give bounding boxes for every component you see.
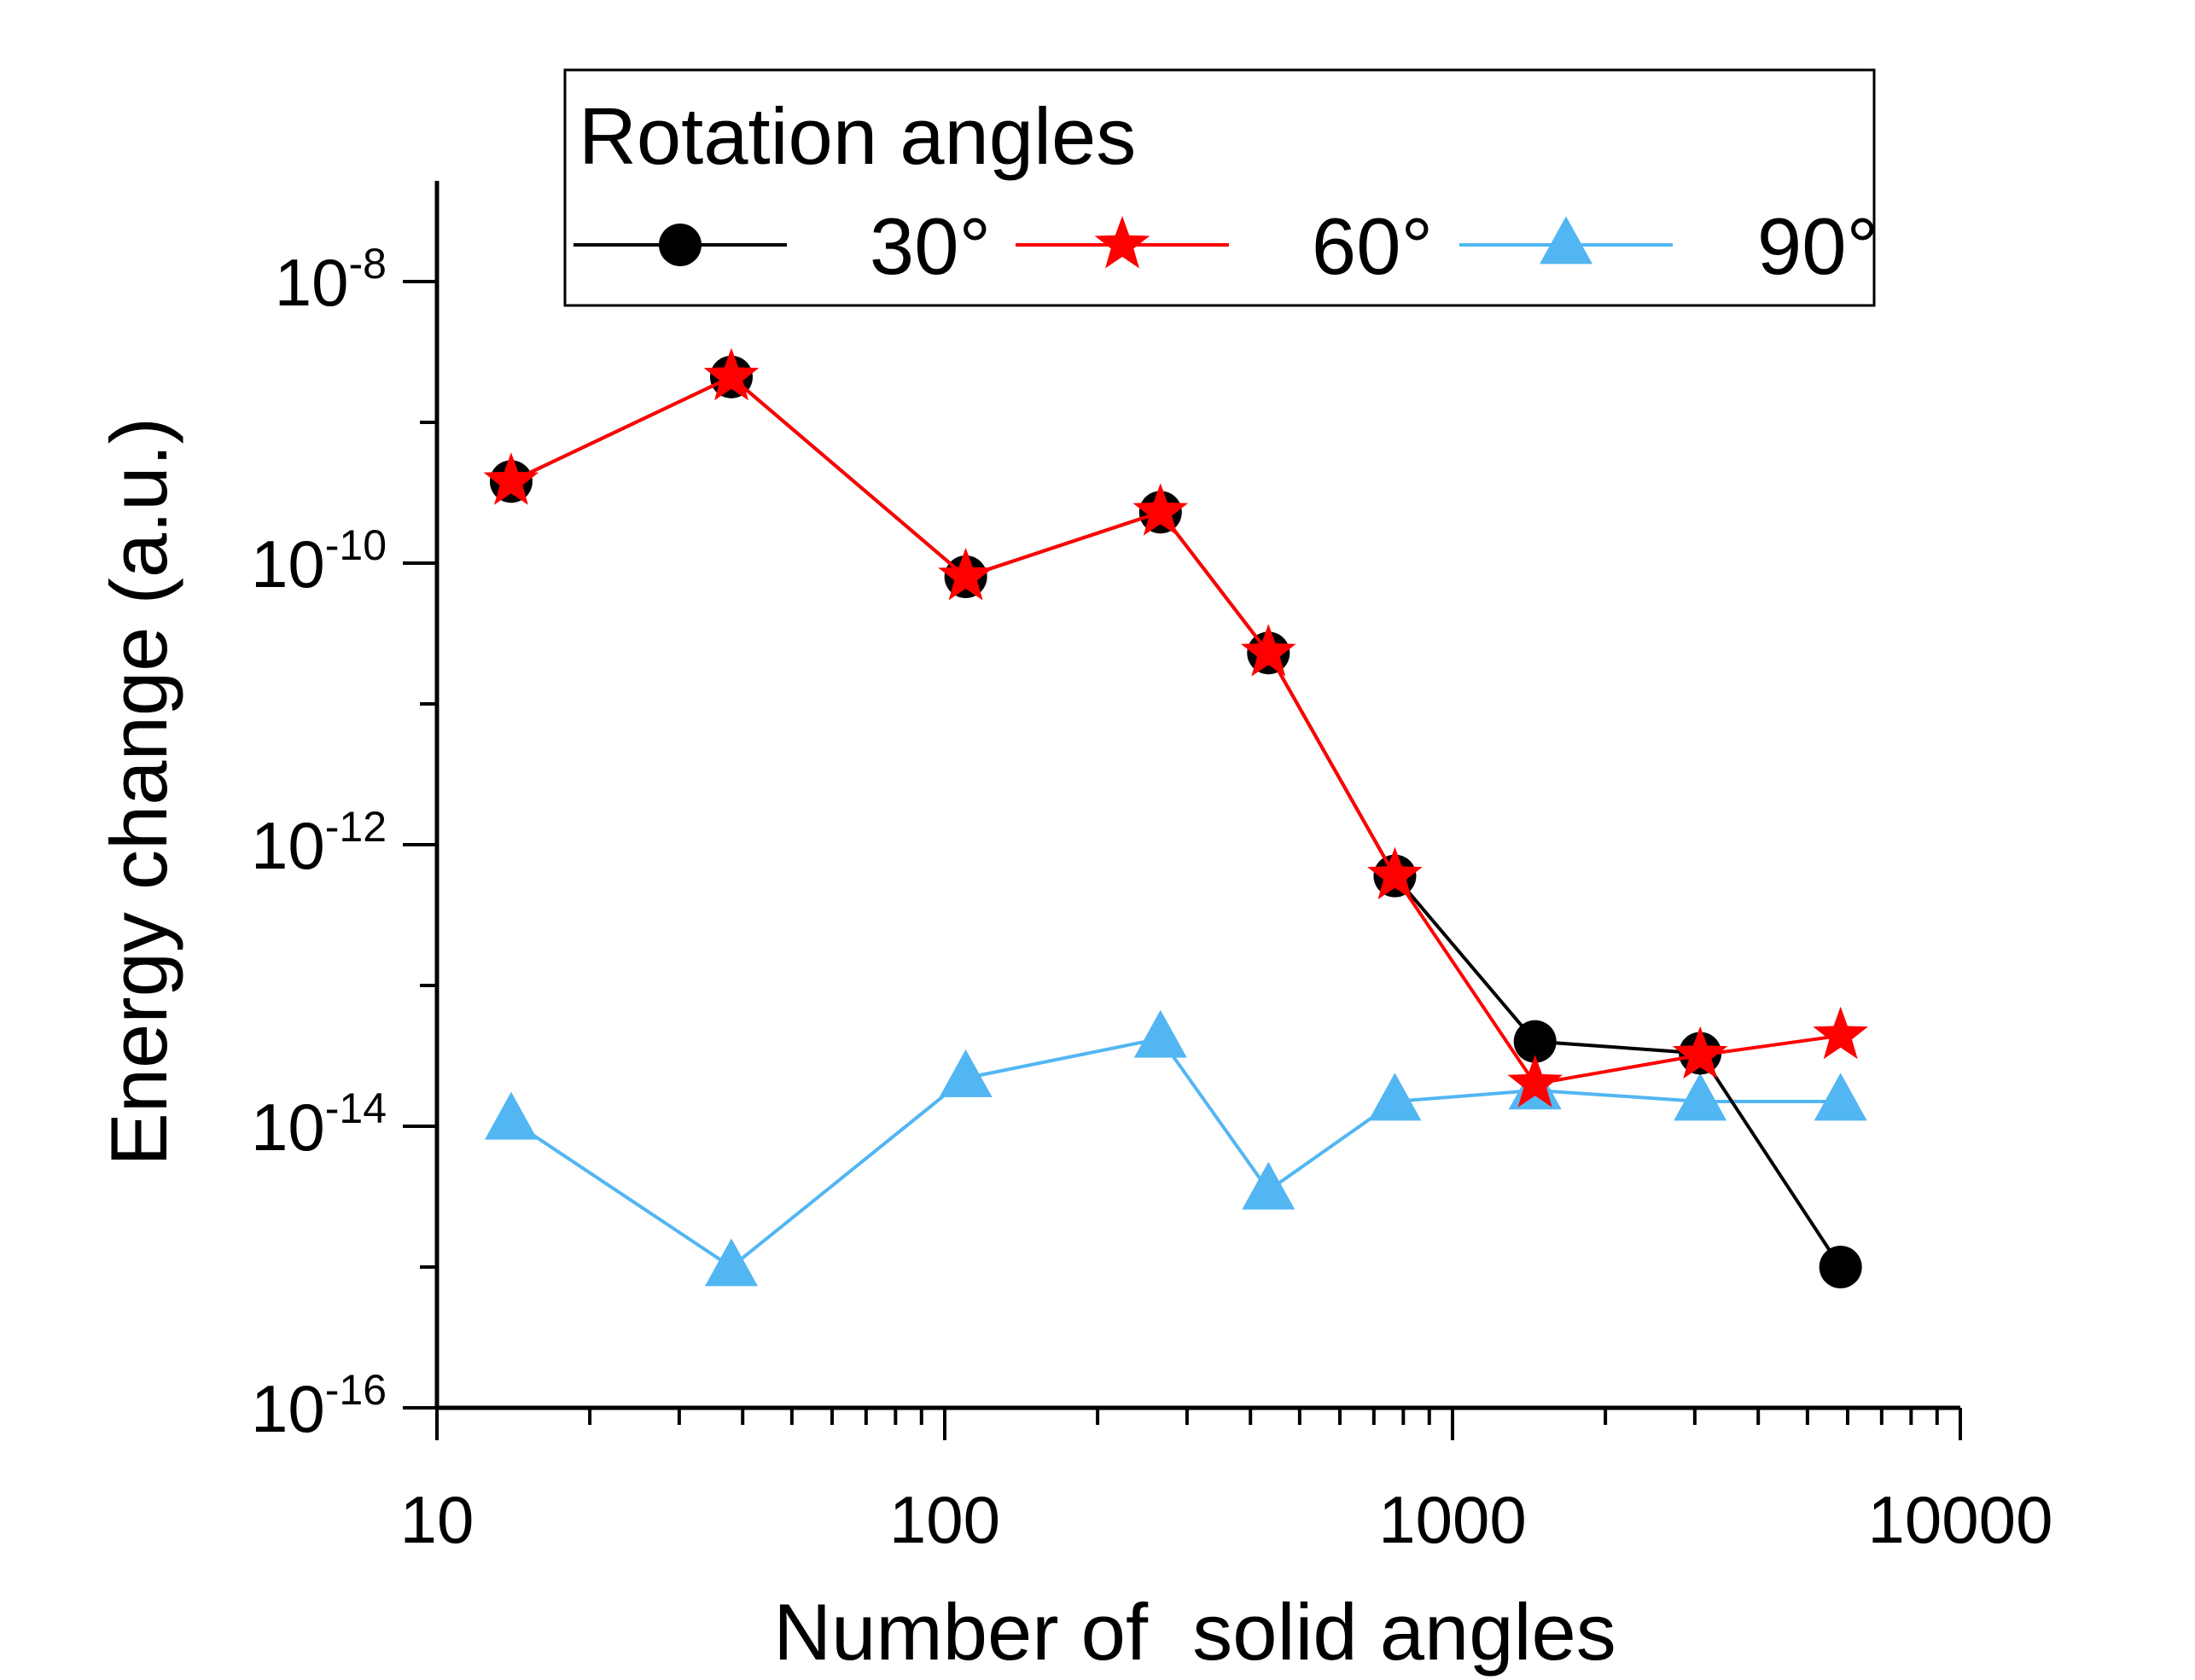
legend-marker-triangle <box>1540 216 1592 264</box>
y-tick-label: 10-16 <box>251 1366 387 1446</box>
series-60° <box>483 347 1868 1107</box>
legend-label: 90° <box>1757 201 1878 291</box>
data-point-triangle <box>704 1238 758 1287</box>
data-point-circle <box>1513 1020 1557 1063</box>
data-point-star <box>1813 1006 1868 1060</box>
x-tick-label: 100 <box>889 1482 1000 1557</box>
data-point-triangle <box>1368 1073 1422 1121</box>
y-tick-label: 10-12 <box>251 803 387 883</box>
data-point-triangle <box>939 1049 993 1097</box>
legend-marker-circle <box>659 224 702 266</box>
data-point-triangle <box>1133 1009 1187 1058</box>
data-point-star <box>703 347 760 401</box>
legend-entry: 90° <box>1459 201 1878 291</box>
axis-labels: Number of solid angles Energy change (a.… <box>94 417 1616 1677</box>
data-point-star <box>1507 1055 1563 1107</box>
y-tick-label: 10-14 <box>251 1084 387 1165</box>
legend-box <box>563 68 1876 307</box>
data-point-star <box>1367 846 1423 900</box>
data-point-triangle <box>1814 1073 1867 1121</box>
y-axis-title: Energy change (a.u.) <box>94 417 183 1166</box>
data-point-star <box>1132 483 1189 536</box>
x-tick-label: 10000 <box>1868 1482 2053 1557</box>
legend-title: Rotation angles <box>579 91 1136 181</box>
x-tick-label: 1000 <box>1378 1482 1527 1557</box>
legend-label: 60° <box>1312 201 1433 291</box>
data-point-star <box>1672 1026 1728 1079</box>
legend: Rotation angles 30° 60° 90° <box>563 68 1878 307</box>
data-point-star <box>938 548 993 601</box>
legend-label: 30° <box>870 201 991 291</box>
x-axis-title: Number of solid angles <box>773 1587 1616 1677</box>
axes: 10 100 1000 10000 10-8 10-10 10-12 10-14 10-16 <box>251 181 2052 1557</box>
data-point-star <box>483 452 539 505</box>
y-tick-label: 10-10 <box>251 521 387 602</box>
data-point-triangle <box>1674 1073 1727 1121</box>
series-layer <box>483 347 1868 1288</box>
data-point-star <box>1241 624 1296 677</box>
data-point-circle <box>1819 1246 1862 1288</box>
y-tick-label: 10-8 <box>275 240 387 320</box>
data-point-triangle <box>484 1091 538 1140</box>
legend-entry: 30° <box>573 201 991 291</box>
legend-marker-star <box>1094 216 1150 269</box>
x-tick-label: 10 <box>400 1482 475 1557</box>
data-point-triangle <box>1242 1161 1295 1210</box>
legend-entry: 60° <box>1016 201 1433 291</box>
